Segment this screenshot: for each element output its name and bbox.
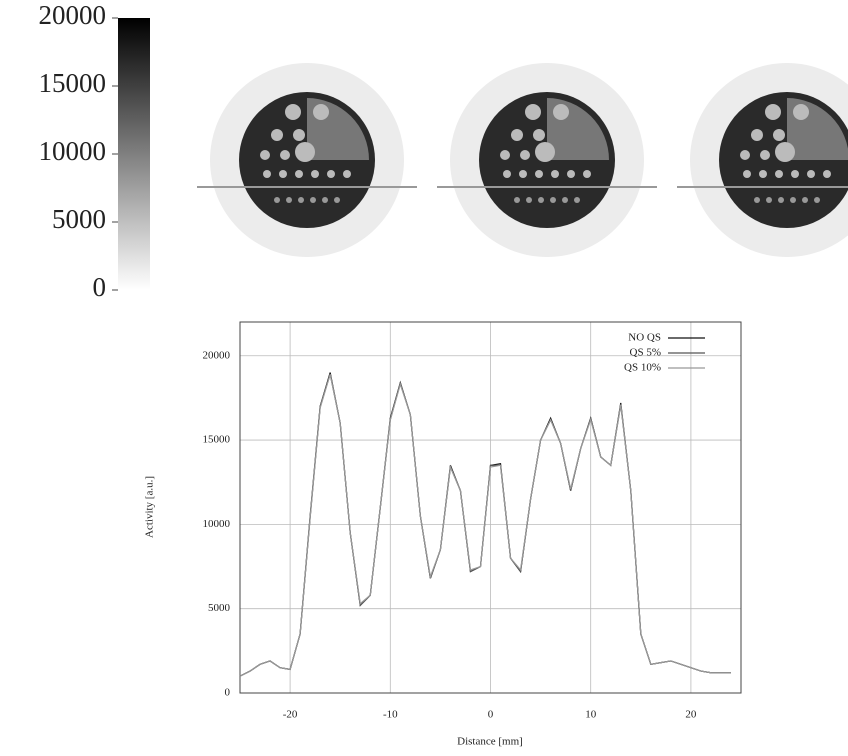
x-tick-label: 10 [585, 709, 597, 721]
phantom [197, 63, 417, 257]
data-line [239, 374, 731, 677]
y-axis-label: Activity [a.u.] [144, 476, 156, 538]
y-tick-label: 0 [225, 687, 231, 699]
y-tick-label: 20000 [203, 349, 231, 361]
x-tick-label: 20 [685, 709, 697, 721]
colorbar-tick-label: 15000 [39, 68, 107, 98]
colorbar-tick-label: 0 [93, 272, 107, 302]
y-tick-label: 10000 [203, 518, 231, 530]
legend-label: QS 10% [624, 362, 661, 374]
phantom [677, 63, 848, 257]
x-tick-label: -10 [383, 709, 398, 721]
plot-frame [239, 321, 742, 694]
profile-plot: Distance [mm] Activity [a.u.] 0 5000 10000… [144, 321, 742, 748]
x-axis-label: Distance [mm] [457, 736, 523, 748]
colorbar-tick-label: 5000 [52, 204, 106, 234]
y-tick-label: 15000 [203, 434, 231, 446]
legend-label: NO QS [628, 332, 661, 344]
x-tick-label: -20 [283, 709, 298, 721]
phantom [437, 63, 657, 257]
colorbar-gradient [118, 18, 150, 290]
legend-label: QS 5% [630, 347, 661, 359]
x-tick-label: 0 [488, 709, 494, 721]
colorbar: 0 5000 10000 15000 20000 [39, 0, 150, 302]
colorbar-tick-label: 10000 [39, 136, 107, 166]
y-tick-label: 5000 [208, 602, 231, 614]
phantom-images [197, 63, 848, 257]
colorbar-tick-label: 20000 [39, 0, 107, 30]
data-line [239, 374, 731, 677]
